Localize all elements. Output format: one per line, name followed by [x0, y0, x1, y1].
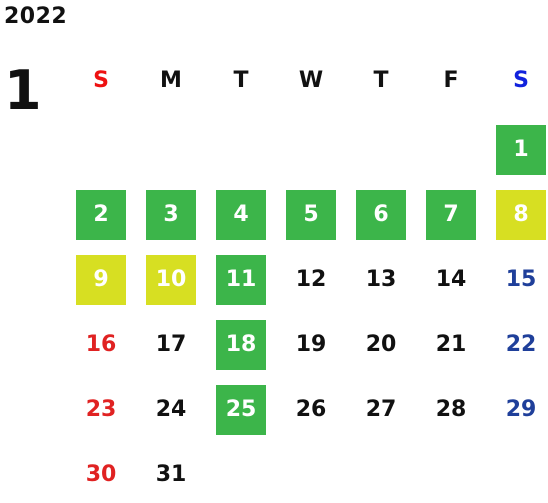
month-number: 1 — [4, 59, 42, 122]
weekday-friday: F — [443, 68, 459, 93]
day-cell-5[interactable]: 5 — [286, 190, 336, 240]
weekday-saturday: S — [513, 68, 529, 93]
day-cell-12[interactable]: 12 — [295, 267, 327, 292]
weekday-tuesday: T — [233, 68, 249, 93]
day-cell-23[interactable]: 23 — [85, 397, 117, 422]
weekday-sunday: S — [93, 68, 109, 93]
day-cell-27[interactable]: 27 — [365, 397, 397, 422]
day-cell-25[interactable]: 25 — [216, 385, 266, 435]
year-label: 2022 — [4, 4, 68, 29]
day-cell-2[interactable]: 2 — [76, 190, 126, 240]
day-cell-13[interactable]: 13 — [365, 267, 397, 292]
day-cell-19[interactable]: 19 — [295, 332, 327, 357]
day-cell-24[interactable]: 24 — [155, 397, 187, 422]
day-cell-31[interactable]: 31 — [155, 462, 187, 487]
day-cell-29[interactable]: 29 — [505, 397, 537, 422]
weekday-monday: M — [160, 68, 182, 93]
day-cell-16[interactable]: 16 — [85, 332, 117, 357]
day-cell-26[interactable]: 26 — [295, 397, 327, 422]
day-cell-8[interactable]: 8 — [496, 190, 546, 240]
day-cell-22[interactable]: 22 — [505, 332, 537, 357]
day-cell-21[interactable]: 21 — [435, 332, 467, 357]
day-cell-18[interactable]: 18 — [216, 320, 266, 370]
day-cell-7[interactable]: 7 — [426, 190, 476, 240]
day-cell-30[interactable]: 30 — [85, 462, 117, 487]
day-cell-9[interactable]: 9 — [76, 255, 126, 305]
day-cell-3[interactable]: 3 — [146, 190, 196, 240]
day-cell-20[interactable]: 20 — [365, 332, 397, 357]
day-cell-6[interactable]: 6 — [356, 190, 406, 240]
day-cell-17[interactable]: 17 — [155, 332, 187, 357]
day-cell-10[interactable]: 10 — [146, 255, 196, 305]
day-cell-15[interactable]: 15 — [505, 267, 537, 292]
day-cell-4[interactable]: 4 — [216, 190, 266, 240]
weekday-thursday: T — [373, 68, 389, 93]
day-cell-28[interactable]: 28 — [435, 397, 467, 422]
day-cell-1[interactable]: 1 — [496, 125, 546, 175]
weekday-wednesday: W — [298, 68, 324, 93]
day-cell-11[interactable]: 11 — [216, 255, 266, 305]
day-cell-14[interactable]: 14 — [435, 267, 467, 292]
